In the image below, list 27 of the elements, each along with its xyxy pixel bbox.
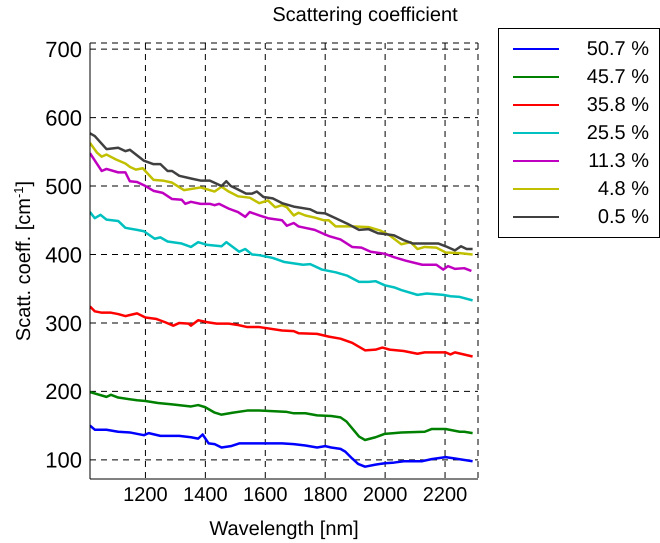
y-tick-label: 600 (45, 105, 82, 130)
x-tick-label: 2000 (362, 484, 408, 506)
legend-label: 45.7 % (586, 66, 649, 88)
y-tick-label: 700 (45, 36, 82, 62)
legend-label: 4.8 % (596, 178, 649, 200)
x-axis-title: Wavelength [nm] (209, 518, 359, 540)
x-tick-label: 1800 (302, 484, 348, 506)
x-tick-label: 1200 (123, 484, 168, 506)
legend-label: 50.7 % (586, 38, 649, 60)
y-tick-label: 100 (45, 448, 82, 473)
x-tick-label: 1400 (183, 484, 228, 506)
y-tick-label: 300 (45, 310, 82, 336)
line-series (90, 305, 474, 358)
chart-title: Scattering coefficient (271, 4, 459, 27)
x-tick-label: 1600 (243, 484, 288, 506)
line-series (90, 210, 474, 302)
line-series (90, 152, 473, 272)
y-tick-label: 400 (45, 242, 82, 268)
y-tick-label: 200 (45, 379, 82, 404)
legend-label: 25.5 % (586, 122, 649, 144)
legend-label: 11.3 % (587, 150, 649, 172)
legend-label: 35.8 % (586, 94, 649, 116)
line-series (90, 424, 474, 468)
y-tick-label: 500 (45, 174, 82, 199)
x-tick-label: 2200 (422, 484, 468, 506)
line-series (90, 390, 474, 442)
legend-label: 0.5 % (596, 206, 649, 228)
